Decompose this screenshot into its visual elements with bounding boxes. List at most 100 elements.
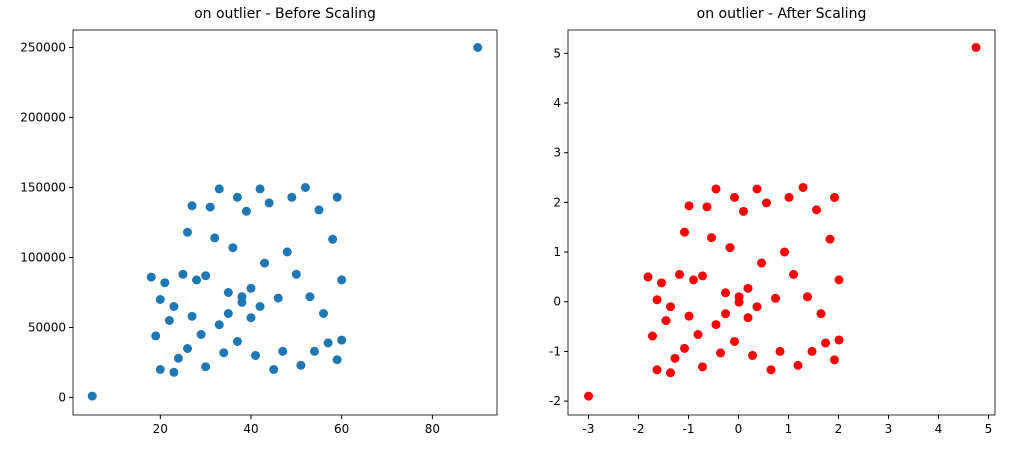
point <box>223 309 233 318</box>
point <box>205 202 215 212</box>
point <box>291 269 301 279</box>
point <box>657 278 666 288</box>
point <box>87 391 97 401</box>
point <box>223 288 233 297</box>
point <box>187 311 197 321</box>
point <box>214 320 224 330</box>
point <box>780 247 789 257</box>
point <box>752 184 762 194</box>
point <box>716 348 725 358</box>
point <box>246 313 256 323</box>
point <box>164 316 174 325</box>
x-tick-label: 1 <box>785 422 793 436</box>
point <box>255 302 265 311</box>
x-tick-label: 4 <box>935 422 943 436</box>
point <box>214 184 224 194</box>
point <box>830 355 839 365</box>
y-tick-label: 0 <box>58 391 66 405</box>
x-tick-label: 40 <box>243 422 258 436</box>
point <box>155 295 165 304</box>
point <box>702 202 712 212</box>
x-tick-label: 20 <box>153 422 168 436</box>
point <box>684 201 694 211</box>
x-tick-label: 5 <box>985 422 993 436</box>
point <box>734 292 744 302</box>
point <box>192 275 202 285</box>
point <box>680 227 689 237</box>
point <box>305 292 315 302</box>
y-tick-label: 5 <box>553 46 561 60</box>
y-tick-label: 100000 <box>20 251 66 265</box>
point <box>807 346 817 356</box>
point <box>183 344 193 353</box>
point <box>232 337 242 346</box>
point <box>584 391 593 401</box>
y-tick-label: -2 <box>549 394 561 408</box>
point <box>269 365 279 374</box>
y-tick-label: -1 <box>549 344 561 358</box>
point <box>282 247 292 257</box>
y-tick-label: 250000 <box>20 41 66 55</box>
point <box>757 258 766 268</box>
x-tick-label: -3 <box>583 422 595 436</box>
point <box>784 192 794 202</box>
point <box>251 351 261 360</box>
point <box>264 198 274 208</box>
x-tick-label: 3 <box>885 422 893 436</box>
chart-title: on outlier - Before Scaling <box>194 6 376 22</box>
point <box>473 43 483 52</box>
point <box>160 278 170 288</box>
point <box>748 350 757 360</box>
point <box>210 233 220 243</box>
y-tick-label: 200000 <box>20 111 66 125</box>
point <box>689 275 698 285</box>
point <box>652 295 662 305</box>
point <box>296 360 306 370</box>
x-tick-label: 0 <box>735 422 743 436</box>
point <box>789 269 798 279</box>
point <box>775 346 785 356</box>
y-tick-label: 2 <box>553 195 561 209</box>
point <box>693 330 703 340</box>
point <box>698 271 707 281</box>
point <box>278 346 288 356</box>
point <box>155 365 165 374</box>
point <box>666 302 675 312</box>
point <box>652 365 662 375</box>
point <box>337 335 347 345</box>
point <box>834 335 844 345</box>
point <box>793 360 803 370</box>
point <box>219 348 229 358</box>
point <box>328 234 338 244</box>
point <box>698 362 707 372</box>
y-tick-label: 150000 <box>20 181 66 195</box>
point <box>228 243 238 253</box>
point <box>766 365 776 375</box>
point <box>260 258 270 268</box>
point <box>287 192 297 202</box>
point <box>146 272 156 282</box>
point <box>680 343 689 353</box>
point <box>743 313 753 323</box>
point <box>798 182 808 192</box>
chart-title: on outlier - After Scaling <box>697 6 867 22</box>
point <box>771 293 780 303</box>
point <box>232 192 242 202</box>
point <box>246 283 256 293</box>
point <box>803 292 812 302</box>
point <box>752 302 762 312</box>
y-tick-label: 1 <box>553 245 561 259</box>
point <box>643 272 653 282</box>
point <box>739 206 748 216</box>
point <box>830 192 839 202</box>
axes-frame <box>567 29 996 416</box>
point <box>707 233 716 243</box>
point <box>241 206 251 216</box>
point <box>684 311 694 321</box>
point <box>730 192 739 202</box>
x-tick-label: 80 <box>425 422 440 436</box>
point <box>661 316 671 326</box>
point <box>300 183 310 192</box>
point <box>314 205 324 215</box>
y-tick-label: 0 <box>553 295 561 309</box>
